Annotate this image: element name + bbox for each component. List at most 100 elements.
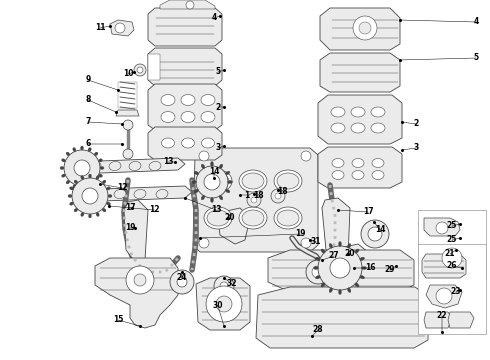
Ellipse shape — [89, 214, 92, 218]
Polygon shape — [75, 158, 185, 174]
Ellipse shape — [360, 257, 365, 261]
Circle shape — [134, 274, 146, 286]
Ellipse shape — [239, 207, 267, 229]
Circle shape — [214, 276, 234, 296]
Text: 15: 15 — [113, 315, 123, 324]
Ellipse shape — [351, 107, 365, 117]
Ellipse shape — [102, 208, 106, 212]
Circle shape — [199, 151, 209, 161]
Ellipse shape — [352, 171, 364, 180]
Polygon shape — [318, 147, 402, 188]
Text: 3: 3 — [414, 144, 418, 153]
Polygon shape — [422, 254, 466, 278]
Ellipse shape — [362, 266, 367, 270]
Ellipse shape — [181, 94, 195, 105]
Text: 4: 4 — [211, 13, 217, 22]
Text: 6: 6 — [85, 139, 91, 148]
Polygon shape — [448, 312, 474, 328]
Ellipse shape — [66, 152, 70, 156]
Ellipse shape — [219, 164, 223, 169]
Text: 5: 5 — [473, 54, 479, 63]
Polygon shape — [318, 95, 402, 144]
Text: 30: 30 — [213, 302, 223, 310]
Ellipse shape — [70, 202, 74, 205]
Ellipse shape — [181, 112, 195, 122]
Ellipse shape — [98, 174, 102, 177]
Ellipse shape — [181, 138, 195, 148]
Ellipse shape — [332, 158, 344, 167]
Ellipse shape — [351, 123, 365, 133]
Text: 3: 3 — [216, 144, 220, 153]
Ellipse shape — [95, 180, 98, 184]
Text: 25: 25 — [447, 221, 457, 230]
Text: 18: 18 — [253, 192, 263, 201]
Text: 27: 27 — [329, 252, 339, 261]
Circle shape — [137, 67, 143, 73]
Ellipse shape — [371, 123, 385, 133]
Text: 23: 23 — [451, 288, 461, 297]
Text: 13: 13 — [163, 158, 173, 166]
Text: 17: 17 — [124, 203, 135, 212]
Ellipse shape — [201, 138, 215, 148]
Ellipse shape — [129, 161, 141, 171]
Ellipse shape — [80, 186, 83, 190]
Ellipse shape — [211, 198, 214, 202]
Polygon shape — [124, 200, 148, 262]
Ellipse shape — [66, 180, 70, 184]
Ellipse shape — [73, 148, 76, 152]
Ellipse shape — [277, 210, 299, 226]
Ellipse shape — [194, 171, 199, 175]
Ellipse shape — [339, 289, 342, 294]
Polygon shape — [320, 8, 400, 50]
Text: 12: 12 — [149, 206, 159, 215]
Ellipse shape — [274, 170, 302, 192]
Ellipse shape — [96, 176, 99, 179]
Text: 28: 28 — [313, 325, 323, 334]
Text: 20: 20 — [225, 213, 235, 222]
Circle shape — [82, 188, 98, 204]
Ellipse shape — [372, 158, 384, 167]
Ellipse shape — [74, 208, 77, 212]
Ellipse shape — [98, 159, 102, 162]
Ellipse shape — [149, 161, 161, 171]
Ellipse shape — [207, 173, 229, 189]
Ellipse shape — [211, 162, 214, 166]
Ellipse shape — [274, 207, 302, 229]
Circle shape — [271, 189, 285, 203]
Polygon shape — [268, 250, 414, 292]
Text: 10: 10 — [123, 69, 133, 78]
Text: 9: 9 — [85, 76, 91, 85]
Circle shape — [359, 22, 371, 34]
Ellipse shape — [347, 288, 351, 293]
Bar — [118, 82, 137, 108]
Ellipse shape — [204, 207, 232, 229]
Ellipse shape — [88, 148, 91, 152]
Text: 14: 14 — [375, 225, 385, 234]
Polygon shape — [336, 244, 368, 276]
Polygon shape — [148, 48, 222, 86]
Circle shape — [442, 248, 462, 268]
Ellipse shape — [372, 171, 384, 180]
Text: 19: 19 — [295, 230, 305, 238]
Polygon shape — [110, 20, 134, 36]
Ellipse shape — [316, 257, 320, 261]
Ellipse shape — [81, 176, 84, 179]
Polygon shape — [148, 127, 222, 160]
Polygon shape — [95, 258, 178, 328]
Ellipse shape — [316, 275, 320, 279]
Ellipse shape — [360, 275, 365, 279]
Polygon shape — [322, 198, 350, 260]
Circle shape — [368, 227, 382, 241]
Text: 4: 4 — [473, 18, 479, 27]
Text: 2: 2 — [216, 103, 220, 112]
Text: 16: 16 — [365, 264, 375, 273]
Ellipse shape — [162, 138, 174, 148]
Ellipse shape — [219, 195, 223, 200]
Ellipse shape — [156, 189, 168, 199]
Circle shape — [275, 193, 281, 199]
Ellipse shape — [134, 189, 146, 199]
Ellipse shape — [74, 180, 77, 184]
Circle shape — [301, 238, 311, 248]
Ellipse shape — [96, 212, 99, 216]
Circle shape — [204, 174, 220, 190]
